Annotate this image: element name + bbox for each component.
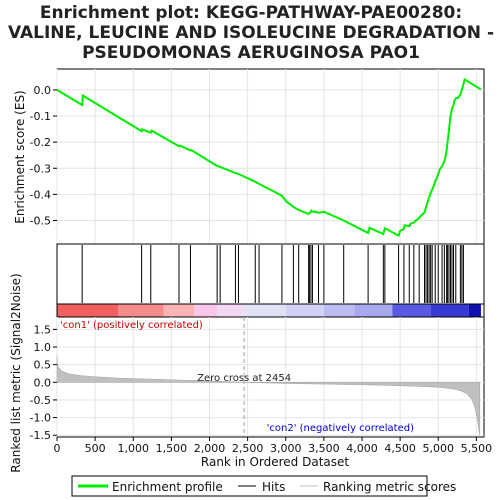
gradient-segment (323, 304, 355, 317)
ranking-gradient-bar (57, 304, 481, 317)
gradient-segment (118, 304, 164, 317)
rank-y-tick-label: 0.5 (34, 359, 52, 372)
x-axis-label: Rank in Ordered Dataset (201, 455, 349, 469)
x-tick-label: 500 (85, 442, 106, 455)
x-tick-label: 3,000 (270, 442, 302, 455)
x-tick-label: 5,500 (461, 442, 493, 455)
rank-y-axis-label: Ranked list metric (Signal2Noise) (9, 273, 23, 472)
chart-title: Enrichment plot: KEGG-PATHWAY-PAE00280: … (8, 3, 494, 63)
ranking-metric-panel: 1.5 1.0 0.5 0.0 -0.5 -1.0 -1.5 Zero cross at 2… (9, 273, 485, 473)
ranking-metric-area (56, 355, 481, 436)
rank-y-tick-label: -1.5 (30, 429, 51, 442)
title-line-2: VALINE, LEUCINE AND ISOLEUCINE DEGRADATI… (8, 23, 494, 43)
x-tick-label: 0 (54, 442, 61, 455)
es-panel-frame (56, 68, 485, 245)
hit-lines (81, 245, 464, 303)
positive-correlation-label: 'con1' (positively correlated) (60, 320, 203, 331)
rank-y-ticks: 1.5 1.0 0.5 0.0 -0.5 -1.0 -1.5 (30, 323, 57, 442)
rank-y-tick-label: -0.5 (30, 394, 51, 407)
zero-cross-label: Zero cross at 2454 (197, 373, 291, 384)
enrichment-score-panel: 0.0 -0.1 -0.2 -0.3 -0.4 -0.5 Enrichment score… (13, 68, 485, 245)
legend: Enrichment profile Hits Ranking metric s… (71, 475, 456, 497)
gradient-segment (217, 304, 245, 317)
hits-panel (56, 243, 485, 305)
es-y-tick-label: -0.3 (30, 162, 51, 175)
es-y-ticks: 0.0 -0.1 -0.2 -0.3 -0.4 -0.5 (30, 84, 57, 227)
rank-y-tick-label: 1.5 (34, 323, 52, 336)
gradient-segment (163, 304, 195, 317)
rank-panel-frame (56, 316, 485, 438)
gradient-segment (285, 304, 324, 317)
rank-y-tick-label: 0.0 (34, 376, 52, 389)
gradient-segment (194, 304, 218, 317)
es-y-tick-label: -0.5 (30, 214, 51, 227)
negative-correlation-label: 'con2' (negatively correlated) (267, 423, 414, 434)
es-y-tick-label: 0.0 (34, 84, 52, 97)
gradient-segment (57, 304, 118, 317)
x-tick-label: 2,500 (232, 442, 264, 455)
x-tick-label: 5,000 (423, 442, 455, 455)
hits-panel-frame (56, 243, 485, 305)
es-y-tick-label: -0.2 (30, 136, 51, 149)
es-y-axis-label: Enrichment score (ES) (13, 90, 27, 223)
legend-ranking-label: Ranking metric scores (323, 480, 456, 494)
x-tick-label: 4,000 (346, 442, 378, 455)
title-line-1: Enrichment plot: KEGG-PATHWAY-PAE00280: (40, 3, 462, 23)
gradient-segment (468, 304, 481, 317)
x-tick-label: 1,000 (118, 442, 150, 455)
gradient-segment (354, 304, 393, 317)
gradient-segment (244, 304, 286, 317)
gradient-segment (392, 304, 431, 317)
es-y-tick-label: -0.4 (30, 188, 51, 201)
rank-y-tick-label: 1.0 (34, 341, 52, 354)
rank-y-tick-label: -1.0 (30, 412, 51, 425)
legend-hits-label: Hits (262, 480, 285, 494)
enrichment-profile-line (56, 77, 482, 238)
title-line-3: PSEUDOMONAS AERUGINOSA PAO1 (82, 43, 420, 63)
x-tick-label: 1,500 (156, 442, 188, 455)
x-axis-ticks: 0 500 1,000 1,500 2,000 2,500 3,000 3,500 4,000 4… (54, 436, 493, 455)
x-tick-label: 3,500 (308, 442, 340, 455)
gradient-segment (430, 304, 469, 317)
es-y-tick-label: -0.1 (30, 110, 51, 123)
es-gridlines (56, 69, 484, 244)
x-tick-label: 4,500 (384, 442, 416, 455)
x-tick-label: 2,000 (194, 442, 226, 455)
legend-enrichment-label: Enrichment profile (112, 480, 223, 494)
